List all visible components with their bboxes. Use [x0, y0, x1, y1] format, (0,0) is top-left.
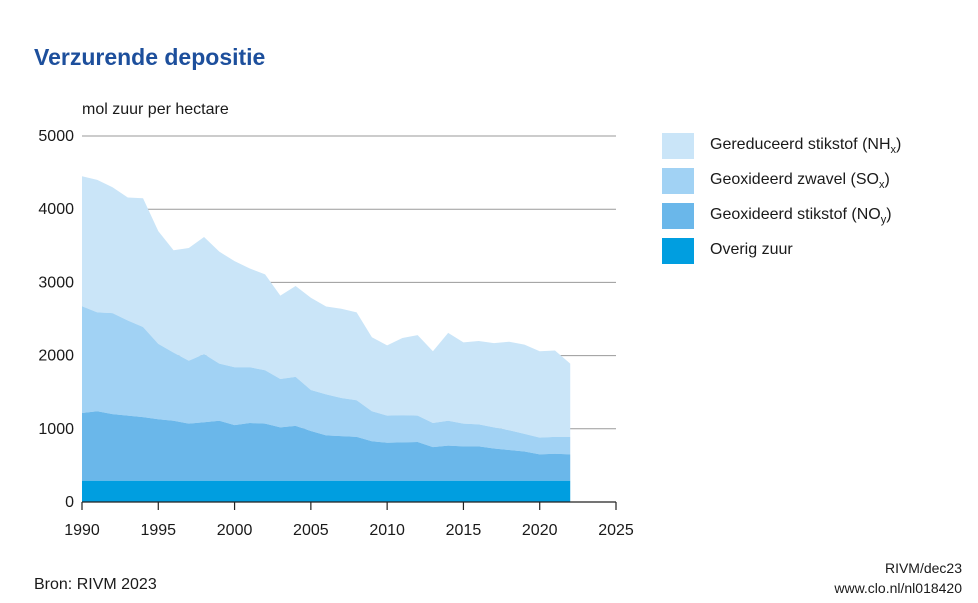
legend-item: Gereduceerd stikstof (NHx) — [662, 133, 962, 159]
y-tick-label-2000: 2000 — [38, 348, 74, 365]
legend-swatch — [662, 133, 694, 159]
axes: 1990 1995 2000 2005 2010 2015 2020 2025 0 1000 200… — [38, 128, 633, 539]
legend-label: Geoxideerd stikstof (NOy) — [710, 206, 892, 227]
x-tick-label-2015: 2015 — [446, 522, 482, 539]
credit-line-1: RIVM/dec23 — [884, 560, 962, 576]
x-tick-label-1995: 1995 — [140, 522, 176, 539]
x-tick-label-2025: 2025 — [598, 522, 634, 539]
x-tick-label-1990: 1990 — [64, 522, 100, 539]
x-tick-label-2000: 2000 — [217, 522, 253, 539]
y-tick-label-1000: 1000 — [38, 421, 74, 438]
x-tick-label-2020: 2020 — [522, 522, 558, 539]
y-tick-label-3000: 3000 — [38, 274, 74, 291]
legend-item: Geoxideerd zwavel (SOx) — [662, 168, 962, 194]
legend-swatch — [662, 168, 694, 194]
legend-swatch — [662, 238, 694, 264]
area-geoxideerd-zwavel-sox — [82, 306, 571, 455]
area-geoxideerd-stikstof-noy — [82, 411, 571, 481]
legend-item: Overig zuur — [662, 238, 962, 264]
source-note: Bron: RIVM 2023 — [34, 576, 157, 593]
area-overig-zuur — [82, 480, 571, 502]
area-gereduceerd-stikstof-nhx — [82, 176, 571, 438]
legend-label: Geoxideerd zwavel (SOx) — [710, 171, 890, 192]
legend-label: Overig zuur — [710, 241, 793, 258]
legend-item: Geoxideerd stikstof (NOy) — [662, 203, 962, 229]
legend-label: Gereduceerd stikstof (NHx) — [710, 136, 902, 157]
x-tick-label-2010: 2010 — [369, 522, 405, 539]
y-axis-label: mol zuur per hectare — [82, 101, 229, 118]
legend-swatch — [662, 203, 694, 229]
stacked-areas — [82, 176, 571, 502]
y-tick-label-4000: 4000 — [38, 201, 74, 218]
credit-line-2: www.clo.nl/nl018420 — [834, 580, 962, 596]
chart-title: Verzurende depositie — [34, 44, 266, 70]
y-tick-label-5000: 5000 — [38, 128, 74, 145]
credit: RIVM/dec23 www.clo.nl/nl018420 — [834, 558, 962, 598]
x-tick-label-2005: 2005 — [293, 522, 329, 539]
y-tick-label-0: 0 — [65, 494, 74, 511]
